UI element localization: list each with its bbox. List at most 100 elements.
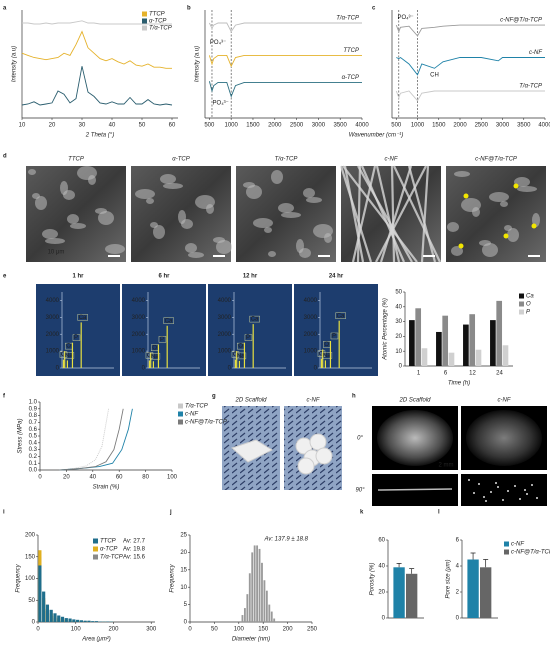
- fiber: [357, 165, 413, 263]
- particle: [60, 181, 68, 195]
- particle: [185, 243, 197, 253]
- y-tick-label: 60: [378, 538, 385, 544]
- histogram-bar: [57, 615, 61, 622]
- series-label: TTCP: [343, 48, 359, 54]
- x-tick-label: 200: [108, 627, 119, 633]
- bar: [415, 308, 422, 366]
- ct-speck: [536, 497, 538, 499]
- series-line: [21, 66, 173, 106]
- legend-label: c-NF@T/α-TCP: [511, 550, 550, 556]
- y-tick-label: 3000: [218, 315, 232, 321]
- y-tick-label: 1000: [132, 349, 146, 355]
- legend-label: P: [526, 310, 530, 316]
- spectrum-background: [36, 284, 120, 376]
- particle: [489, 192, 509, 202]
- histogram-bar: [53, 613, 57, 622]
- histogram-bar: [251, 552, 254, 622]
- legend-label: TTCP: [149, 12, 165, 18]
- particle: [35, 196, 47, 210]
- peak-label: Na: [151, 354, 159, 360]
- bar: [475, 349, 482, 366]
- x-tick-label: 500: [204, 123, 215, 129]
- spectrum-background: [208, 284, 292, 376]
- y-tick-label: 4: [456, 564, 460, 570]
- peak-label-box: [235, 352, 247, 360]
- x-tick-label: 6: [444, 371, 448, 377]
- y-tick-label: 50: [395, 290, 402, 296]
- panel-letter: l: [438, 510, 440, 516]
- x-tick-label: 2500: [475, 123, 489, 129]
- y-tick-label: 1000: [46, 349, 60, 355]
- peak-label: P: [246, 335, 250, 341]
- peak-label-box: [321, 352, 333, 359]
- bar: [480, 567, 492, 618]
- peak-label: Ca: [79, 315, 87, 321]
- particle: [306, 197, 322, 203]
- series-line: [395, 24, 545, 37]
- peak-label-box: [244, 334, 253, 341]
- particle: [160, 174, 176, 184]
- fiber: [375, 165, 427, 263]
- legend-swatch: [93, 538, 98, 544]
- legend-label: c-NF@T/α-TCP: [185, 420, 227, 426]
- legend-swatch: [504, 549, 509, 555]
- error-bar: [409, 568, 415, 574]
- fiber: [342, 165, 418, 263]
- legend-swatch: [504, 541, 509, 547]
- series-line: [59, 408, 124, 471]
- legend-label: T/α-TCP: [149, 26, 172, 32]
- legend-swatch: [93, 546, 98, 552]
- y-tick-label: 3000: [46, 315, 60, 321]
- ct-sample: [377, 410, 453, 466]
- histogram-bar: [49, 609, 53, 622]
- ct-speck: [526, 493, 528, 495]
- x-tick-label: 40: [109, 123, 116, 129]
- legend-swatch: [93, 554, 98, 560]
- particle: [504, 225, 512, 231]
- x-tick-label: 20: [49, 123, 56, 129]
- x-tick-label: 100: [71, 627, 82, 633]
- y-tick-label: 3000: [132, 315, 146, 321]
- y-tick-label: 1000: [304, 349, 318, 355]
- x-tick-label: 200: [283, 627, 294, 633]
- x-tick-label: 60: [169, 123, 176, 129]
- ct-speck: [473, 492, 475, 494]
- legend-note: Av: 15.6: [123, 555, 146, 561]
- particle: [246, 185, 262, 199]
- annotation: PO₄³⁻: [213, 100, 229, 106]
- peak-label-box: [231, 351, 240, 358]
- legend-swatch: [178, 403, 183, 409]
- y-tick-label: 30: [395, 319, 402, 325]
- legend-swatch: [519, 309, 524, 315]
- image-title: c-NF: [307, 398, 320, 404]
- histogram-bar: [265, 590, 268, 622]
- y-tick-label: 4000: [132, 298, 146, 304]
- particle: [461, 198, 481, 212]
- fiber: [375, 165, 401, 263]
- legend-label: α-TCP: [149, 19, 166, 25]
- particle: [281, 212, 301, 218]
- marker-star: [463, 193, 469, 199]
- y-axis-label: Atomic Percentage (%): [383, 298, 389, 361]
- series-label: c-NF: [529, 50, 542, 56]
- x-tick-label: 2000: [453, 123, 467, 129]
- x-tick-label: 10: [19, 123, 26, 129]
- y-tick-label: 0: [142, 366, 146, 372]
- bar: [463, 324, 469, 366]
- fiber: [390, 165, 396, 263]
- ct-speck: [485, 500, 487, 502]
- legend-swatch: [142, 18, 147, 24]
- image-title: c-NF: [498, 398, 511, 404]
- particle: [479, 240, 491, 246]
- panel-letter: c: [372, 6, 376, 12]
- x-tick-label: 24: [496, 371, 503, 377]
- y-tick-label: 4000: [218, 298, 232, 304]
- histogram-bar: [83, 620, 87, 622]
- ct-speck: [514, 485, 516, 487]
- annotation: Av: 137.9 ± 18.8: [263, 537, 308, 543]
- fiber: [360, 165, 406, 263]
- histogram-bar: [60, 616, 65, 622]
- x-tick-label: 1500: [432, 123, 446, 129]
- histogram-bar: [38, 565, 42, 622]
- legend-note: Av: 19.8: [123, 547, 146, 553]
